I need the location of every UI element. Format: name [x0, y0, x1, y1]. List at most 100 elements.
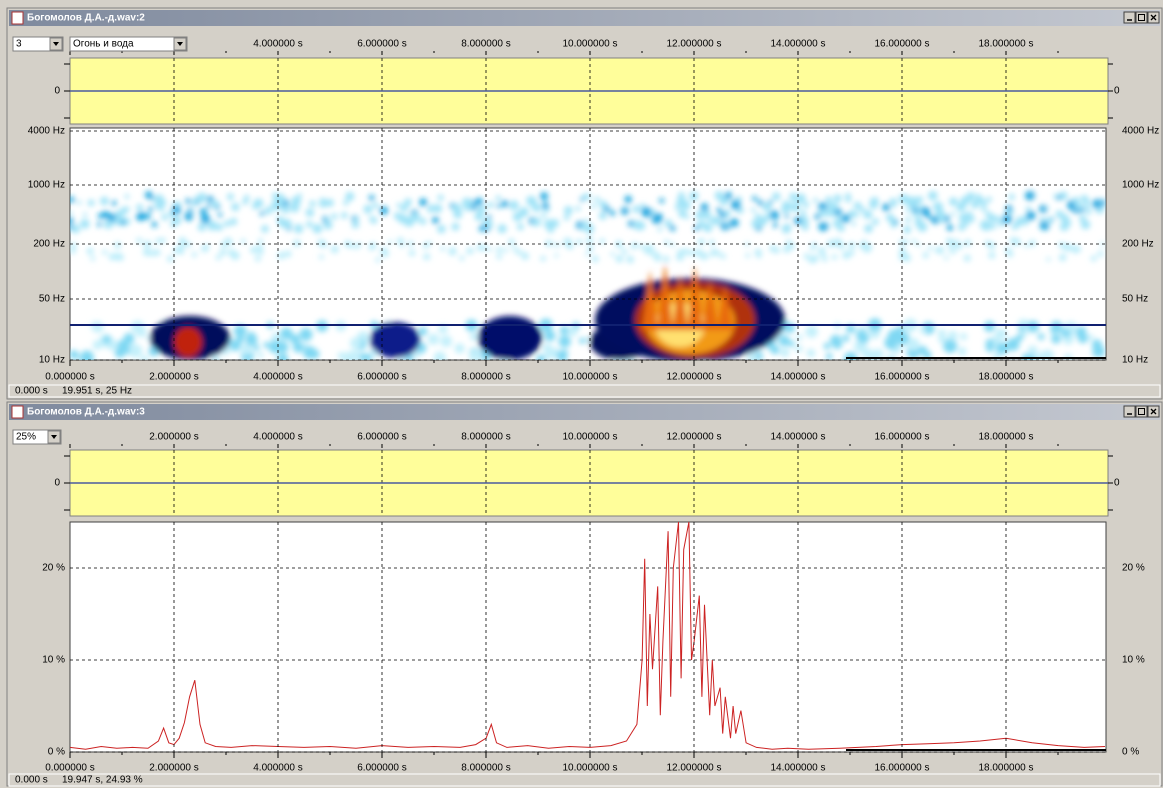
speck — [905, 208, 909, 212]
top-tick-label: 4.000000 s — [253, 39, 303, 50]
speck — [907, 338, 920, 351]
dropdown-value: 3 — [16, 39, 22, 50]
speck — [984, 321, 995, 332]
y-tick-label: 20 % — [1122, 563, 1145, 574]
speck — [1045, 217, 1052, 224]
speck — [899, 255, 904, 260]
speck — [1050, 325, 1058, 333]
speck — [207, 204, 211, 208]
speck — [70, 243, 76, 249]
speck — [812, 255, 819, 262]
speck — [681, 201, 690, 210]
speck — [1002, 214, 1011, 223]
speck — [918, 346, 927, 355]
bottom-tick-label: 16.000000 s — [874, 763, 929, 774]
speck — [579, 338, 585, 344]
speck — [419, 198, 427, 206]
speck — [751, 219, 760, 228]
speck — [498, 224, 507, 233]
speck — [937, 215, 945, 223]
speck — [951, 212, 955, 216]
speck — [810, 247, 814, 251]
top-tick-label: 12.000000 s — [666, 39, 721, 50]
speck — [920, 327, 927, 334]
speck — [532, 203, 541, 212]
window-button-max[interactable] — [1136, 406, 1147, 417]
speck — [819, 209, 827, 217]
speck — [586, 237, 593, 244]
speck — [331, 213, 337, 219]
speck — [869, 350, 877, 358]
speck — [956, 202, 965, 211]
speck — [1075, 202, 1083, 210]
speck — [649, 252, 654, 257]
speck — [325, 216, 330, 221]
speck — [1025, 191, 1034, 200]
status-text: 0.000 s — [15, 386, 48, 397]
speck — [419, 327, 428, 336]
speck — [88, 200, 95, 207]
speck — [269, 340, 282, 353]
window-button-min[interactable] — [1124, 12, 1135, 23]
y-tick-label: 4000 Hz — [28, 126, 65, 137]
speck — [1098, 251, 1104, 257]
speck — [653, 251, 658, 256]
window-button-max[interactable] — [1136, 12, 1147, 23]
speck — [856, 330, 867, 341]
speck — [349, 350, 360, 361]
speck — [372, 202, 378, 208]
speck — [599, 212, 607, 220]
speck — [938, 329, 946, 337]
speck — [700, 252, 708, 260]
top-tick-label: 8.000000 s — [461, 39, 511, 50]
speck — [482, 245, 488, 251]
speck — [695, 211, 704, 220]
title-bar — [9, 404, 1160, 420]
speck — [155, 238, 160, 243]
speck — [438, 195, 444, 201]
speck — [1014, 238, 1021, 245]
speck — [964, 255, 971, 262]
speck — [102, 211, 110, 219]
speck — [1078, 333, 1088, 343]
speck — [621, 208, 628, 215]
speck — [225, 237, 231, 243]
speck — [309, 200, 315, 206]
y-tick-label: 1000 Hz — [1122, 180, 1159, 191]
bottom-tick-label: 18.000000 s — [978, 763, 1033, 774]
speck — [1040, 217, 1045, 222]
speck — [77, 200, 81, 204]
speck — [915, 215, 922, 222]
speck — [452, 223, 460, 231]
speck — [541, 213, 546, 218]
speck — [980, 220, 990, 230]
bottom-tick-label: 12.000000 s — [666, 372, 721, 383]
speck — [948, 331, 958, 341]
speck — [907, 200, 915, 208]
speck — [670, 243, 674, 247]
speck — [785, 214, 789, 218]
speck — [364, 205, 373, 214]
speck — [1009, 194, 1015, 200]
y-tick-label: 1000 Hz — [28, 180, 65, 191]
speck — [521, 252, 529, 260]
speck — [715, 251, 721, 257]
speck — [303, 346, 316, 359]
window-button-min[interactable] — [1124, 406, 1135, 417]
window-title: Богомолов Д.А.-д.wav:2 — [27, 13, 145, 24]
speck — [459, 256, 464, 261]
speck — [850, 250, 855, 255]
speck — [894, 220, 898, 224]
speck — [917, 243, 921, 247]
speck — [423, 253, 430, 260]
speck — [588, 245, 593, 250]
y-tick-label: 10 Hz — [1122, 355, 1148, 366]
speck — [946, 237, 952, 243]
status-bar — [9, 385, 1160, 397]
speck — [487, 215, 491, 219]
speck — [198, 223, 206, 231]
speck — [370, 217, 377, 224]
speck — [124, 333, 135, 344]
speck — [1027, 321, 1039, 333]
speck — [397, 237, 404, 244]
